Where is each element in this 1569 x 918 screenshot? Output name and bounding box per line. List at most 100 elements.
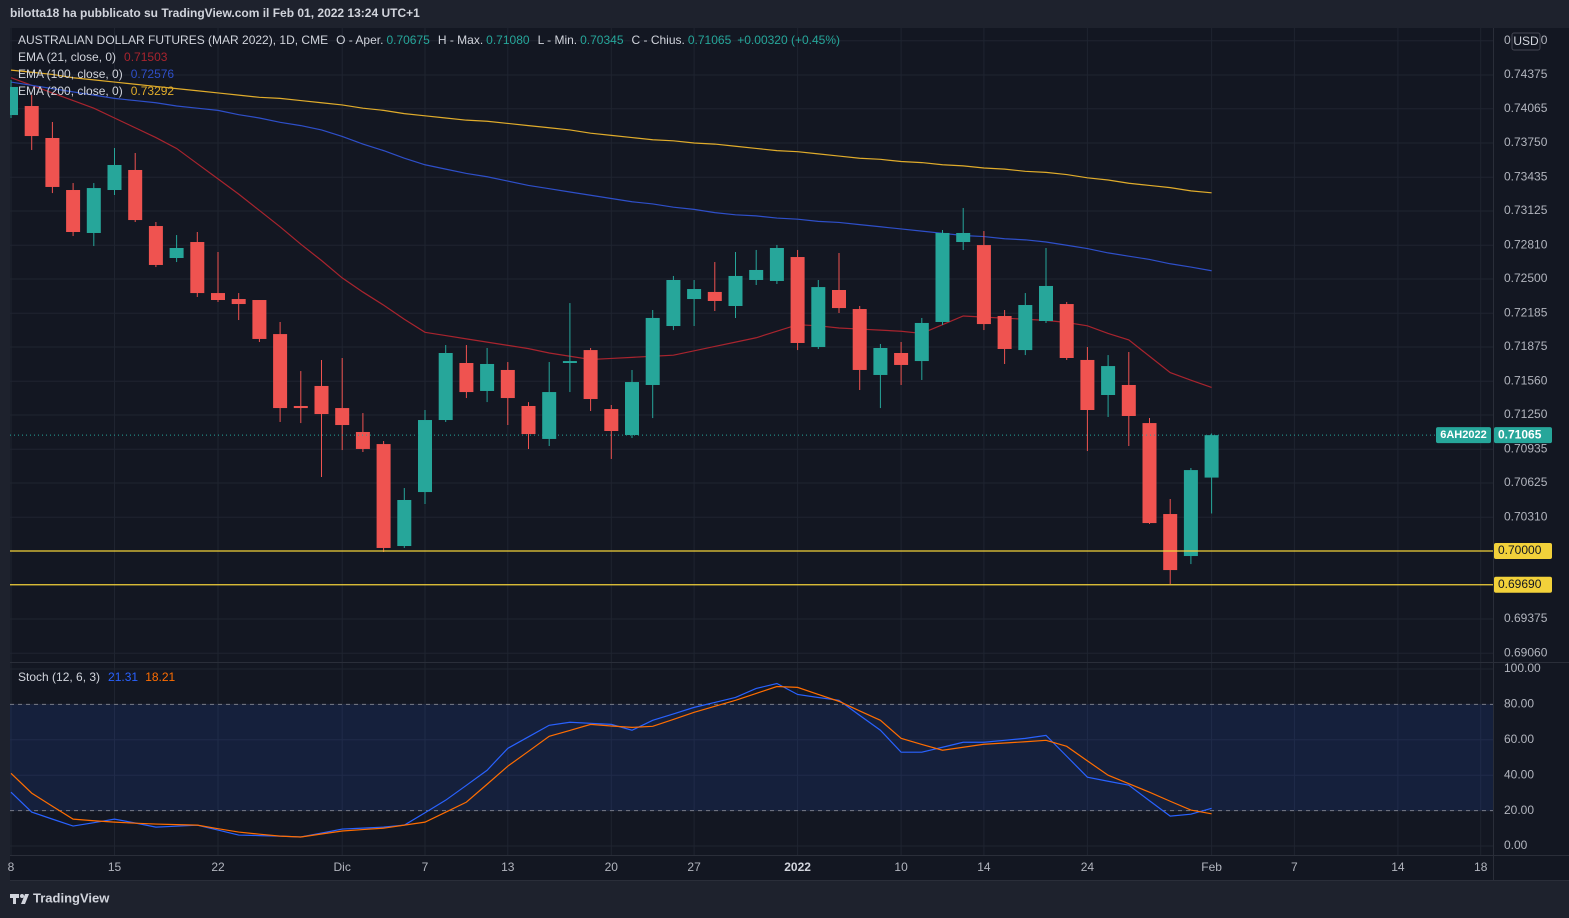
ohlc-value: 0.71065 [688,33,732,47]
ohlc-name: O - Aper. [336,33,383,47]
usd-badge-box[interactable] [1511,32,1541,51]
candle-body [480,363,495,391]
chart-area [10,28,1569,880]
candle-body [273,334,288,409]
y-tick-label: 0.72500 [1504,271,1548,285]
candle-body [935,232,950,322]
y-tick-label: 40.00 [1504,767,1534,781]
candle-body [355,431,370,449]
ohlc-value: 0.71080 [486,33,530,47]
candle-body [852,309,867,370]
candle-body [1039,285,1053,322]
candle-body [66,190,81,233]
ohlc-name: L - Min. [538,33,578,47]
candle-body [811,287,826,348]
symbol-label-box [1436,427,1491,444]
indicator-value: 21.31 [108,670,138,684]
publisher-line: bilotta18 ha pubblicato su TradingView.c… [10,6,420,20]
ohlc-name: H - Max. [438,33,483,47]
y-tick-label: 80.00 [1504,697,1534,711]
footer-logo [10,894,29,904]
candle-body [10,86,18,116]
indicator-name: EMA (100, close, 0) [18,67,123,81]
candle-body [376,444,391,548]
indicator-legend: EMA (21, close, 0) 0.71503 [18,50,168,64]
candle-body [687,289,702,300]
x-tick-label: Dic [334,860,351,874]
candle-body [562,361,577,364]
y-tick-label: 0.71875 [1504,339,1548,353]
candle-body [1059,304,1074,359]
candle-body [1080,359,1095,411]
candle-body [190,242,205,294]
brand: TradingView [33,890,110,905]
last-price-label: 0.71065 [1498,427,1542,441]
candle-body [790,257,805,343]
y-tick-label: 0.69060 [1504,645,1548,659]
indicator-value: 18.21 [145,670,175,684]
y-tick-label: 0.72810 [1504,237,1548,251]
series-line [10,682,1212,838]
logo-stem [13,894,16,904]
x-tick-label: 18 [1474,860,1488,874]
indicator-name: EMA (200, close, 0) [18,84,123,98]
change: +0.00320 (+0.45%) [737,33,840,47]
candle-body [728,275,743,306]
instrument-title: AUSTRALIAN DOLLAR FUTURES (MAR 2022), 1D… [18,33,328,47]
candle-body [86,188,101,233]
candle-body [707,291,722,301]
usd-badge[interactable]: USD [1511,32,1541,51]
x-tick-label: 27 [687,860,701,874]
level-label-box [1494,543,1552,560]
y-tick-label: 20.00 [1504,803,1534,817]
y-tick-label: 0.73125 [1504,203,1548,217]
candle-body [1018,305,1033,351]
candle-body [1163,514,1178,571]
y-tick-label: 0.70625 [1504,475,1548,489]
candle-body [956,232,971,243]
x-tick-label: 13 [501,860,515,874]
candle-body [459,363,474,393]
candle-body [914,322,929,362]
level-label: 0.69690 [1498,577,1542,591]
ohlc-value: 0.70345 [580,33,624,47]
x-tick-label: Feb [1201,860,1222,874]
candle-body [418,420,432,493]
y-tick-label: 0.70310 [1504,509,1548,523]
indicator-legend: Stoch (12, 6, 3) 21.31 18.21 [18,670,176,684]
chart-layer: 81522Dic71320272022101424Feb714180.74690… [8,28,1552,874]
indicator-value: 0.73292 [131,84,175,98]
y-tick-label: 0.72185 [1504,305,1548,319]
y-tick-label: 0.71250 [1504,407,1548,421]
indicator-legend: EMA (100, close, 0) 0.72576 [18,67,174,81]
currency[interactable]: USD [1513,34,1539,48]
candle-body [24,106,39,137]
last-price-box [1494,427,1552,444]
candle-body [873,347,888,375]
x-tick-label: 14 [977,860,991,874]
legend-main: AUSTRALIAN DOLLAR FUTURES (MAR 2022), 1D… [18,33,840,47]
candle-body [252,300,267,339]
y-tick-label: 0.74065 [1504,101,1548,115]
x-tick-label: 22 [211,860,225,874]
x-tick-label: 15 [108,860,122,874]
indicator-name: Stoch (12, 6, 3) [18,670,100,684]
x-tick-label: 7 [422,860,429,874]
logo-dot [20,894,24,898]
pane-plot [10,69,1219,584]
indicator-value: 0.71503 [124,50,168,64]
candle-body [148,226,163,265]
candle-body [976,245,991,325]
y-tick-label: 0.70935 [1504,441,1548,455]
x-tick-label: 2022 [784,860,811,874]
level-label-box [1494,576,1552,593]
candle-body [293,405,308,409]
x-tick-label: 7 [1291,860,1298,874]
candle-body [542,392,557,439]
candle-body [1183,470,1198,557]
candle-body [500,369,515,399]
ohlc-name: C - Chius. [632,33,685,47]
x-tick-label: 24 [1081,860,1095,874]
candle-body [1142,423,1157,524]
